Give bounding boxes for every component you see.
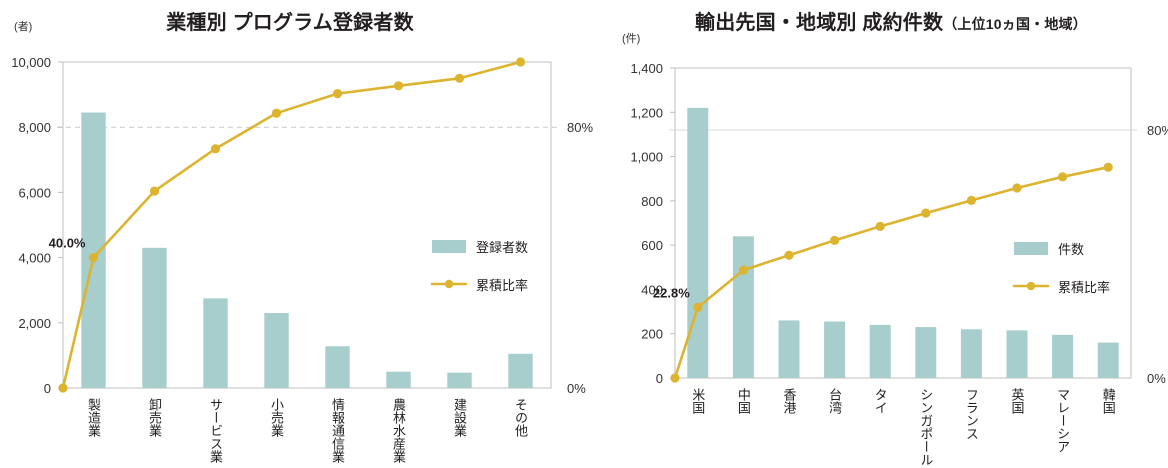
y-axis-tick-label: 1,400 bbox=[630, 61, 663, 76]
category-label: 卸売業 bbox=[147, 398, 162, 437]
legend-label-cumulative: 累積比率 bbox=[476, 278, 528, 293]
category-label: シンガポール bbox=[918, 388, 934, 466]
secondary-y-axis-tick-label: 0% bbox=[1147, 371, 1166, 386]
bar bbox=[687, 107, 709, 378]
bar bbox=[960, 329, 982, 378]
y-axis-tick-label: 800 bbox=[641, 194, 663, 209]
cumulative-ratio-marker bbox=[670, 373, 680, 383]
y-axis-tick-label: 0 bbox=[44, 381, 51, 396]
category-label: 製造業 bbox=[86, 398, 101, 437]
y-axis-tick-label: 0 bbox=[656, 371, 663, 386]
y-axis-unit-left: (者) bbox=[14, 21, 33, 33]
cumulative-ratio-marker bbox=[515, 57, 526, 67]
bar bbox=[203, 298, 228, 388]
chart-svg-right: 0 200 400 600 800 1,000 1,200 1,400 0% 80% 22.8% 件数… bbox=[630, 61, 1168, 386]
bar bbox=[824, 321, 846, 378]
chart-panel-registrants: 業種別 プログラム登録者数 (者) 0 2,000 4,000 6,000 8,000 1… bbox=[11, 6, 593, 463]
y-axis-tick-label: 200 bbox=[641, 327, 663, 342]
category-label: フランス bbox=[963, 388, 979, 440]
legend-swatch-bar bbox=[1014, 242, 1048, 255]
y-axis-tick-label: 400 bbox=[641, 282, 663, 297]
category-label: 建設業 bbox=[452, 398, 467, 437]
cumulative-ratio-marker bbox=[1012, 183, 1022, 193]
category-label: マレーシア bbox=[1055, 388, 1071, 453]
cumulative-ratio-marker bbox=[1103, 162, 1113, 172]
bar bbox=[732, 236, 754, 378]
chart-title-right-sub: （上位10ヵ国・地域） bbox=[943, 16, 1087, 32]
plot-border bbox=[62, 61, 552, 389]
bar bbox=[1006, 330, 1028, 378]
category-label: サービス業 bbox=[208, 398, 223, 463]
category-label: 英国 bbox=[1009, 388, 1025, 414]
y-axis-tick-label: 8,000 bbox=[18, 120, 51, 135]
category-label: 韓国 bbox=[1100, 388, 1116, 414]
y-axis-tick-label: 1,200 bbox=[630, 105, 663, 120]
y-axis-tick-label: 2,000 bbox=[18, 316, 51, 331]
cumulative-ratio-marker bbox=[88, 253, 99, 263]
bar bbox=[447, 372, 472, 388]
legend-label-bar: 登録者数 bbox=[476, 240, 528, 255]
secondary-y-axis-tick-label: 80% bbox=[1147, 123, 1168, 138]
cumulative-ratio-marker bbox=[875, 221, 885, 232]
secondary-y-axis-tick-label: 80% bbox=[567, 120, 593, 135]
bar bbox=[508, 353, 533, 388]
bar bbox=[869, 324, 891, 378]
legend-label-cumulative: 累積比率 bbox=[1058, 280, 1110, 295]
chart-panel-contracts: 輸出先国・地域別 成約件数（上位10ヵ国・地域） (件) 0 200 400 600 8… bbox=[584, 0, 1168, 468]
bar bbox=[1052, 334, 1074, 378]
category-label: 中国 bbox=[735, 388, 751, 414]
y-axis-tick-label: 600 bbox=[641, 238, 663, 253]
legend-marker-cumulative bbox=[444, 279, 454, 289]
category-label: 米国 bbox=[690, 388, 706, 414]
category-label: 小売業 bbox=[269, 398, 284, 437]
bar bbox=[915, 327, 937, 378]
secondary-y-axis-tick-label: 0% bbox=[567, 381, 586, 396]
chart-title-left: 業種別 プログラム登録者数 bbox=[40, 6, 540, 35]
cumulative-ratio-marker bbox=[149, 186, 160, 196]
chart-title-right: 輸出先国・地域別 成約件数（上位10ヵ国・地域） bbox=[614, 6, 1168, 35]
bar bbox=[386, 371, 411, 388]
cumulative-ratio-marker bbox=[58, 383, 68, 393]
category-label: 香港 bbox=[781, 388, 797, 414]
cumulative-ratio-marker bbox=[921, 208, 931, 218]
data-label: 22.8% bbox=[653, 285, 690, 300]
legend-marker-cumulative bbox=[1026, 281, 1036, 291]
cumulative-ratio-marker bbox=[738, 265, 748, 275]
y-axis-tick-label: 4,000 bbox=[18, 251, 51, 266]
chart-title-left-main: 業種別 プログラム登録者数 bbox=[166, 12, 414, 34]
category-label: 農林水産業 bbox=[391, 398, 406, 463]
bar bbox=[264, 313, 289, 388]
legend-label-bar: 件数 bbox=[1058, 242, 1084, 257]
y-axis-tick-label: 6,000 bbox=[18, 185, 51, 200]
cumulative-ratio-marker bbox=[1058, 172, 1068, 182]
cumulative-ratio-marker bbox=[454, 73, 465, 83]
cumulative-ratio-marker bbox=[830, 235, 840, 245]
legend-swatch-bar bbox=[432, 240, 466, 253]
chart-title-right-main: 輸出先国・地域別 成約件数 bbox=[695, 12, 944, 34]
bar bbox=[142, 247, 167, 388]
category-label: その他 bbox=[513, 398, 528, 437]
bar bbox=[778, 320, 800, 378]
category-label: 情報通信業 bbox=[330, 398, 345, 463]
cumulative-ratio-marker bbox=[784, 250, 794, 260]
y-axis-unit-right: (件) bbox=[622, 33, 641, 45]
y-axis-tick-label: 10,000 bbox=[11, 55, 51, 70]
cumulative-ratio-marker bbox=[271, 108, 282, 118]
cumulative-ratio-marker bbox=[210, 144, 221, 154]
bar bbox=[325, 346, 350, 388]
data-label: 40.0% bbox=[49, 236, 86, 251]
cumulative-ratio-marker bbox=[393, 81, 404, 91]
cumulative-ratio-marker bbox=[332, 89, 343, 99]
chart-svg-left: 0 2,000 4,000 6,000 8,000 10,000 0% 80% 40.0% 登録者… bbox=[11, 55, 593, 396]
y-axis-tick-label: 1,000 bbox=[630, 150, 663, 165]
cumulative-ratio-marker bbox=[693, 302, 703, 312]
cumulative-ratio-marker bbox=[966, 195, 976, 205]
bar bbox=[1097, 342, 1119, 378]
category-label: 台湾 bbox=[827, 388, 843, 414]
category-label: タイ bbox=[872, 388, 888, 414]
cumulative-ratio-line bbox=[61, 60, 522, 390]
